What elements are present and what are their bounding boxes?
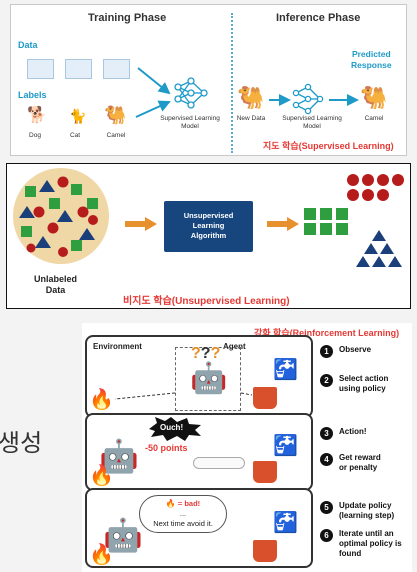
bad-label: = bad!: [177, 499, 201, 508]
unlabeled-data-label: Unlabeled Data: [34, 274, 78, 295]
reinforcement-title: 강화 학습(Reinforcement Learning): [254, 328, 400, 338]
water-splash: [193, 457, 245, 469]
red-circle-cluster: [347, 174, 404, 201]
step-text: Get reward or penalty: [339, 453, 381, 472]
robot-icon: 🤖: [103, 517, 143, 553]
learning-scene: 🔥 = bad! ... Next time avoid it. 🤖 🔥 🚰: [85, 488, 313, 568]
camel-icon: 🐫: [360, 85, 388, 110]
fire-icon: 🔥: [89, 465, 114, 487]
observe-scene: Environment Agent ??? 🤖 🔥 🚰: [85, 335, 313, 418]
dog-icon: 🐕: [27, 107, 47, 124]
unsupervised-algorithm-box: Unsupervised Learning Algorithm: [164, 201, 253, 252]
reinforcement-learning-panel: 강화 학습(Reinforcement Learning) Environmen…: [82, 323, 412, 572]
data-image-icon: [103, 59, 130, 79]
unsupervised-learning-panel: Unlabeled Data Unsupervised Learning Alg…: [6, 163, 411, 309]
supervised-arrows: [135, 67, 359, 118]
mixed-data-circle: [13, 168, 109, 264]
green-square-cluster: [304, 208, 348, 235]
step-number: 3: [320, 427, 333, 440]
camel-icon: 🐫: [237, 85, 265, 110]
robot-icon: 🤖: [190, 362, 228, 395]
animal-label: Cat: [69, 132, 81, 139]
step-iterate: 6 Iterate until an optimal policy is fou…: [320, 529, 402, 559]
step-text: Iterate until an optimal policy is found: [339, 529, 402, 558]
penalty-label: -50 points: [145, 443, 188, 453]
side-text: 생성: [0, 429, 43, 457]
labels-label: Labels: [18, 90, 47, 100]
question-marks: ???: [191, 345, 221, 362]
unsupervised-title: 비지도 학습(Unsupervised Learning): [123, 296, 290, 307]
fire-icon: 🔥: [165, 499, 176, 508]
neural-network-icon: [292, 83, 324, 115]
bucket-icon: [253, 540, 277, 562]
neural-network-icon: [174, 77, 208, 109]
step-text: Update policy (learning step): [339, 501, 395, 520]
faucet-icon: 🚰: [273, 435, 298, 457]
step-select-action: 2 Select action using policy: [320, 374, 388, 394]
output-label: Camel: [364, 115, 384, 122]
inference-model-label: Supervised Learning Model: [282, 115, 342, 130]
agent-frame: [175, 347, 241, 411]
animal-label: Camel: [106, 132, 126, 139]
step-observe: 1 Observe: [320, 345, 371, 358]
ouch-label: Ouch!: [160, 423, 184, 432]
data-image-icon: [65, 59, 92, 79]
cat-icon: 🐈: [69, 108, 87, 124]
step-number: 1: [320, 345, 333, 358]
fire-icon: 🔥: [89, 544, 114, 566]
step-number: 2: [320, 374, 333, 387]
faucet-icon: 🚰: [273, 512, 298, 534]
step-number: 6: [320, 529, 333, 542]
fire-icon: 🔥: [89, 389, 114, 411]
camel-icon: 🐫: [104, 105, 127, 125]
robot-icon: 🤖: [99, 438, 139, 474]
animal-label: Dog: [29, 132, 41, 139]
step-text: Observe: [339, 345, 372, 354]
supervised-learning-panel: Training Phase Inference Phase Data Labe…: [10, 4, 407, 156]
bucket-icon: [253, 387, 277, 409]
data-image-icon: [27, 59, 54, 79]
mixed-shapes: [19, 176, 98, 257]
ellipsis-label: ...: [179, 509, 187, 518]
navy-triangle-cluster: [356, 230, 402, 267]
data-label: Data: [18, 40, 38, 50]
ouch-burst: [149, 417, 201, 441]
training-phase-title: Training Phase: [88, 12, 167, 24]
step-reward: 4 Get reward or penalty: [320, 453, 381, 473]
faucet-icon: 🚰: [273, 359, 298, 381]
step-text: Select action using policy: [339, 374, 389, 393]
environment-label: Environment: [93, 342, 142, 351]
step-number: 4: [320, 453, 333, 466]
unsupervised-arrows: [125, 174, 404, 267]
observation-arrows: [114, 392, 253, 400]
new-data-label: New Data: [236, 115, 266, 122]
predicted-response-label: Predicted Response: [351, 49, 392, 70]
next-time-label: Next time avoid it.: [153, 519, 213, 528]
agent-label: Agent: [223, 342, 246, 351]
bucket-icon: [253, 461, 277, 483]
step-action: 3 Action!: [320, 427, 367, 440]
model-label: Supervised Learning Model: [160, 115, 220, 130]
step-update-policy: 5 Update policy (learning step): [320, 501, 394, 521]
step-text: Action!: [339, 427, 367, 436]
phase-divider: [231, 13, 233, 153]
action-scene: Ouch! -50 points 🤖 🔥 🚰: [85, 413, 313, 491]
supervised-title: 지도 학습(Supervised Learning): [263, 141, 394, 151]
inference-phase-title: Inference Phase: [276, 12, 361, 24]
step-number: 5: [320, 501, 333, 514]
thought-bubble: 🔥 = bad! ... Next time avoid it.: [139, 495, 227, 533]
